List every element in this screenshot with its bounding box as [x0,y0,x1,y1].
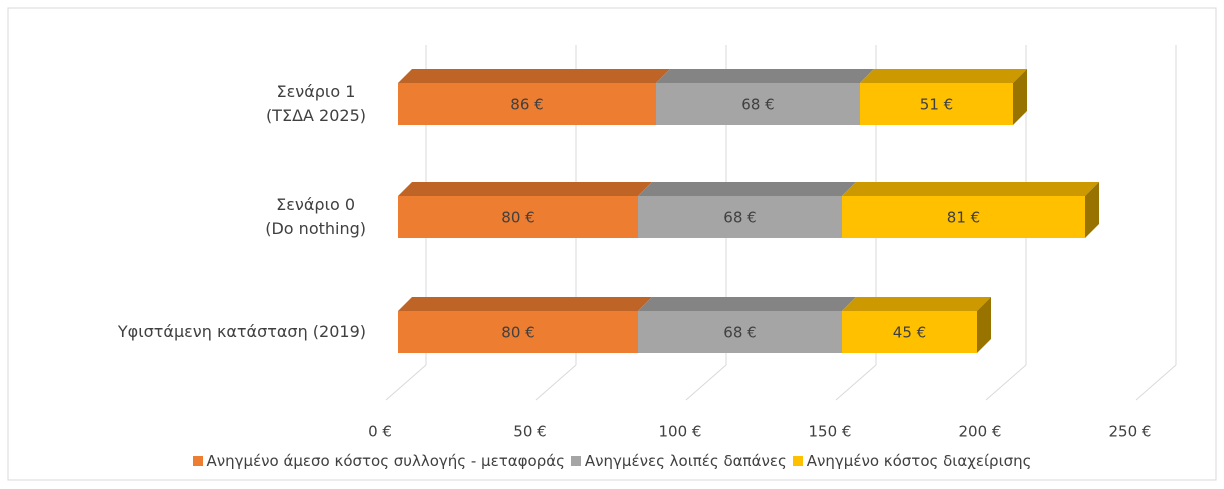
legend-item: Ανηγμένο κόστος διαχείρισης [792,452,1032,470]
bar-side [1085,182,1099,238]
grid-line [1135,364,1177,401]
bar [842,311,977,353]
bar [398,83,656,125]
grid-line [535,364,577,401]
bar-top [398,69,670,83]
x-tick-label: 250 € [1109,423,1152,441]
legend-label: Ανηγμένο άμεσο κόστος συλλογής - μεταφορ… [206,452,565,470]
bar [860,83,1013,125]
bar-top [398,182,652,196]
data-label: 51 € [920,96,953,114]
data-label: 68 € [741,96,774,114]
legend-swatch [570,456,581,466]
legend-label: Ανηγμένο κόστος διαχείρισης [806,452,1032,470]
bar-top [842,297,991,311]
legend-item: Ανηγμένο άμεσο κόστος συλλογής - μεταφορ… [192,452,565,470]
data-label: 68 € [723,324,756,342]
legend-swatch [192,456,203,466]
data-label: 68 € [723,209,756,227]
bar [638,196,842,238]
data-label: 81 € [947,209,980,227]
bar-top [656,69,874,83]
bar-top [638,182,856,196]
data-label: 45 € [893,324,926,342]
legend-item: Ανηγμένες λοιπές δαπάνες [570,452,787,470]
x-tick-label: 200 € [959,423,1002,441]
bar-side [1013,69,1027,125]
bar-top [638,297,856,311]
y-tick-label: Σενάριο 0 (Do nothing) [265,195,366,238]
bar-side [977,297,991,353]
legend-swatch [792,456,803,466]
grid-line [685,364,727,401]
data-label: 80 € [501,324,534,342]
bar [398,196,638,238]
x-tick-label: 50 € [513,423,546,441]
bar [398,311,638,353]
bar [638,311,842,353]
x-tick-label: 100 € [659,423,702,441]
bar-top [860,69,1027,83]
grid-line [835,364,877,401]
legend-label: Ανηγμένες λοιπές δαπάνες [584,452,787,470]
y-tick-label: Υφιστάμενη κατάσταση (2019) [117,322,366,341]
bar [842,196,1085,238]
bar-top [842,182,1099,196]
grid-line [985,364,1027,401]
grid-line [385,364,427,401]
x-tick-label: 0 € [368,423,392,441]
x-tick-label: 150 € [809,423,852,441]
chart-border [7,7,1217,481]
data-label: 80 € [501,209,534,227]
bar [656,83,860,125]
bar-top [398,297,652,311]
data-label: 86 € [510,96,543,114]
legend: Ανηγμένο άμεσο κόστος συλλογής - μεταφορ… [0,452,1224,470]
y-tick-label: Σενάριο 1 (ΤΣΔΑ 2025) [265,82,366,125]
